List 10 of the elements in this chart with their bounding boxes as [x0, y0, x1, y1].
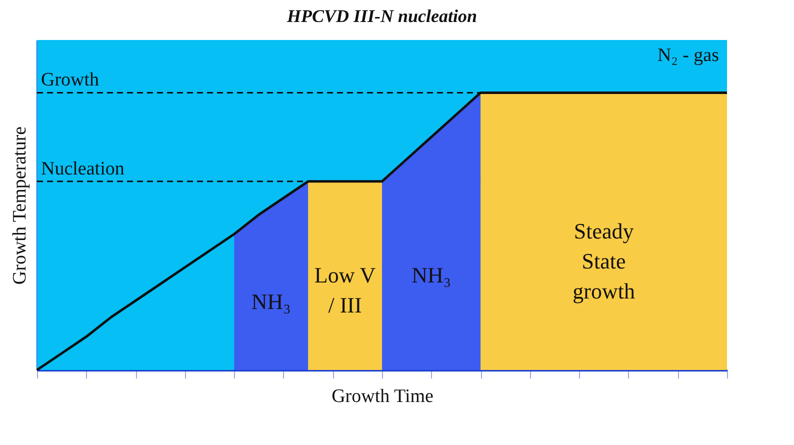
chart-title: HPCVD III-N nucleation — [286, 6, 478, 26]
series-label: NH₃ — [412, 262, 452, 288]
series-label: Low V / III — [314, 262, 376, 318]
y-axis-title: Growth Temperature — [10, 126, 30, 285]
band-label: N₂ - gas — [658, 45, 719, 66]
ref-line-label: Nucleation — [41, 158, 125, 180]
x-axis-title: Growth Time — [332, 386, 434, 407]
series-label: NH₃ — [251, 289, 291, 314]
series-label: Steady State growth — [572, 218, 635, 304]
ref-line-label: Growth — [41, 70, 100, 91]
